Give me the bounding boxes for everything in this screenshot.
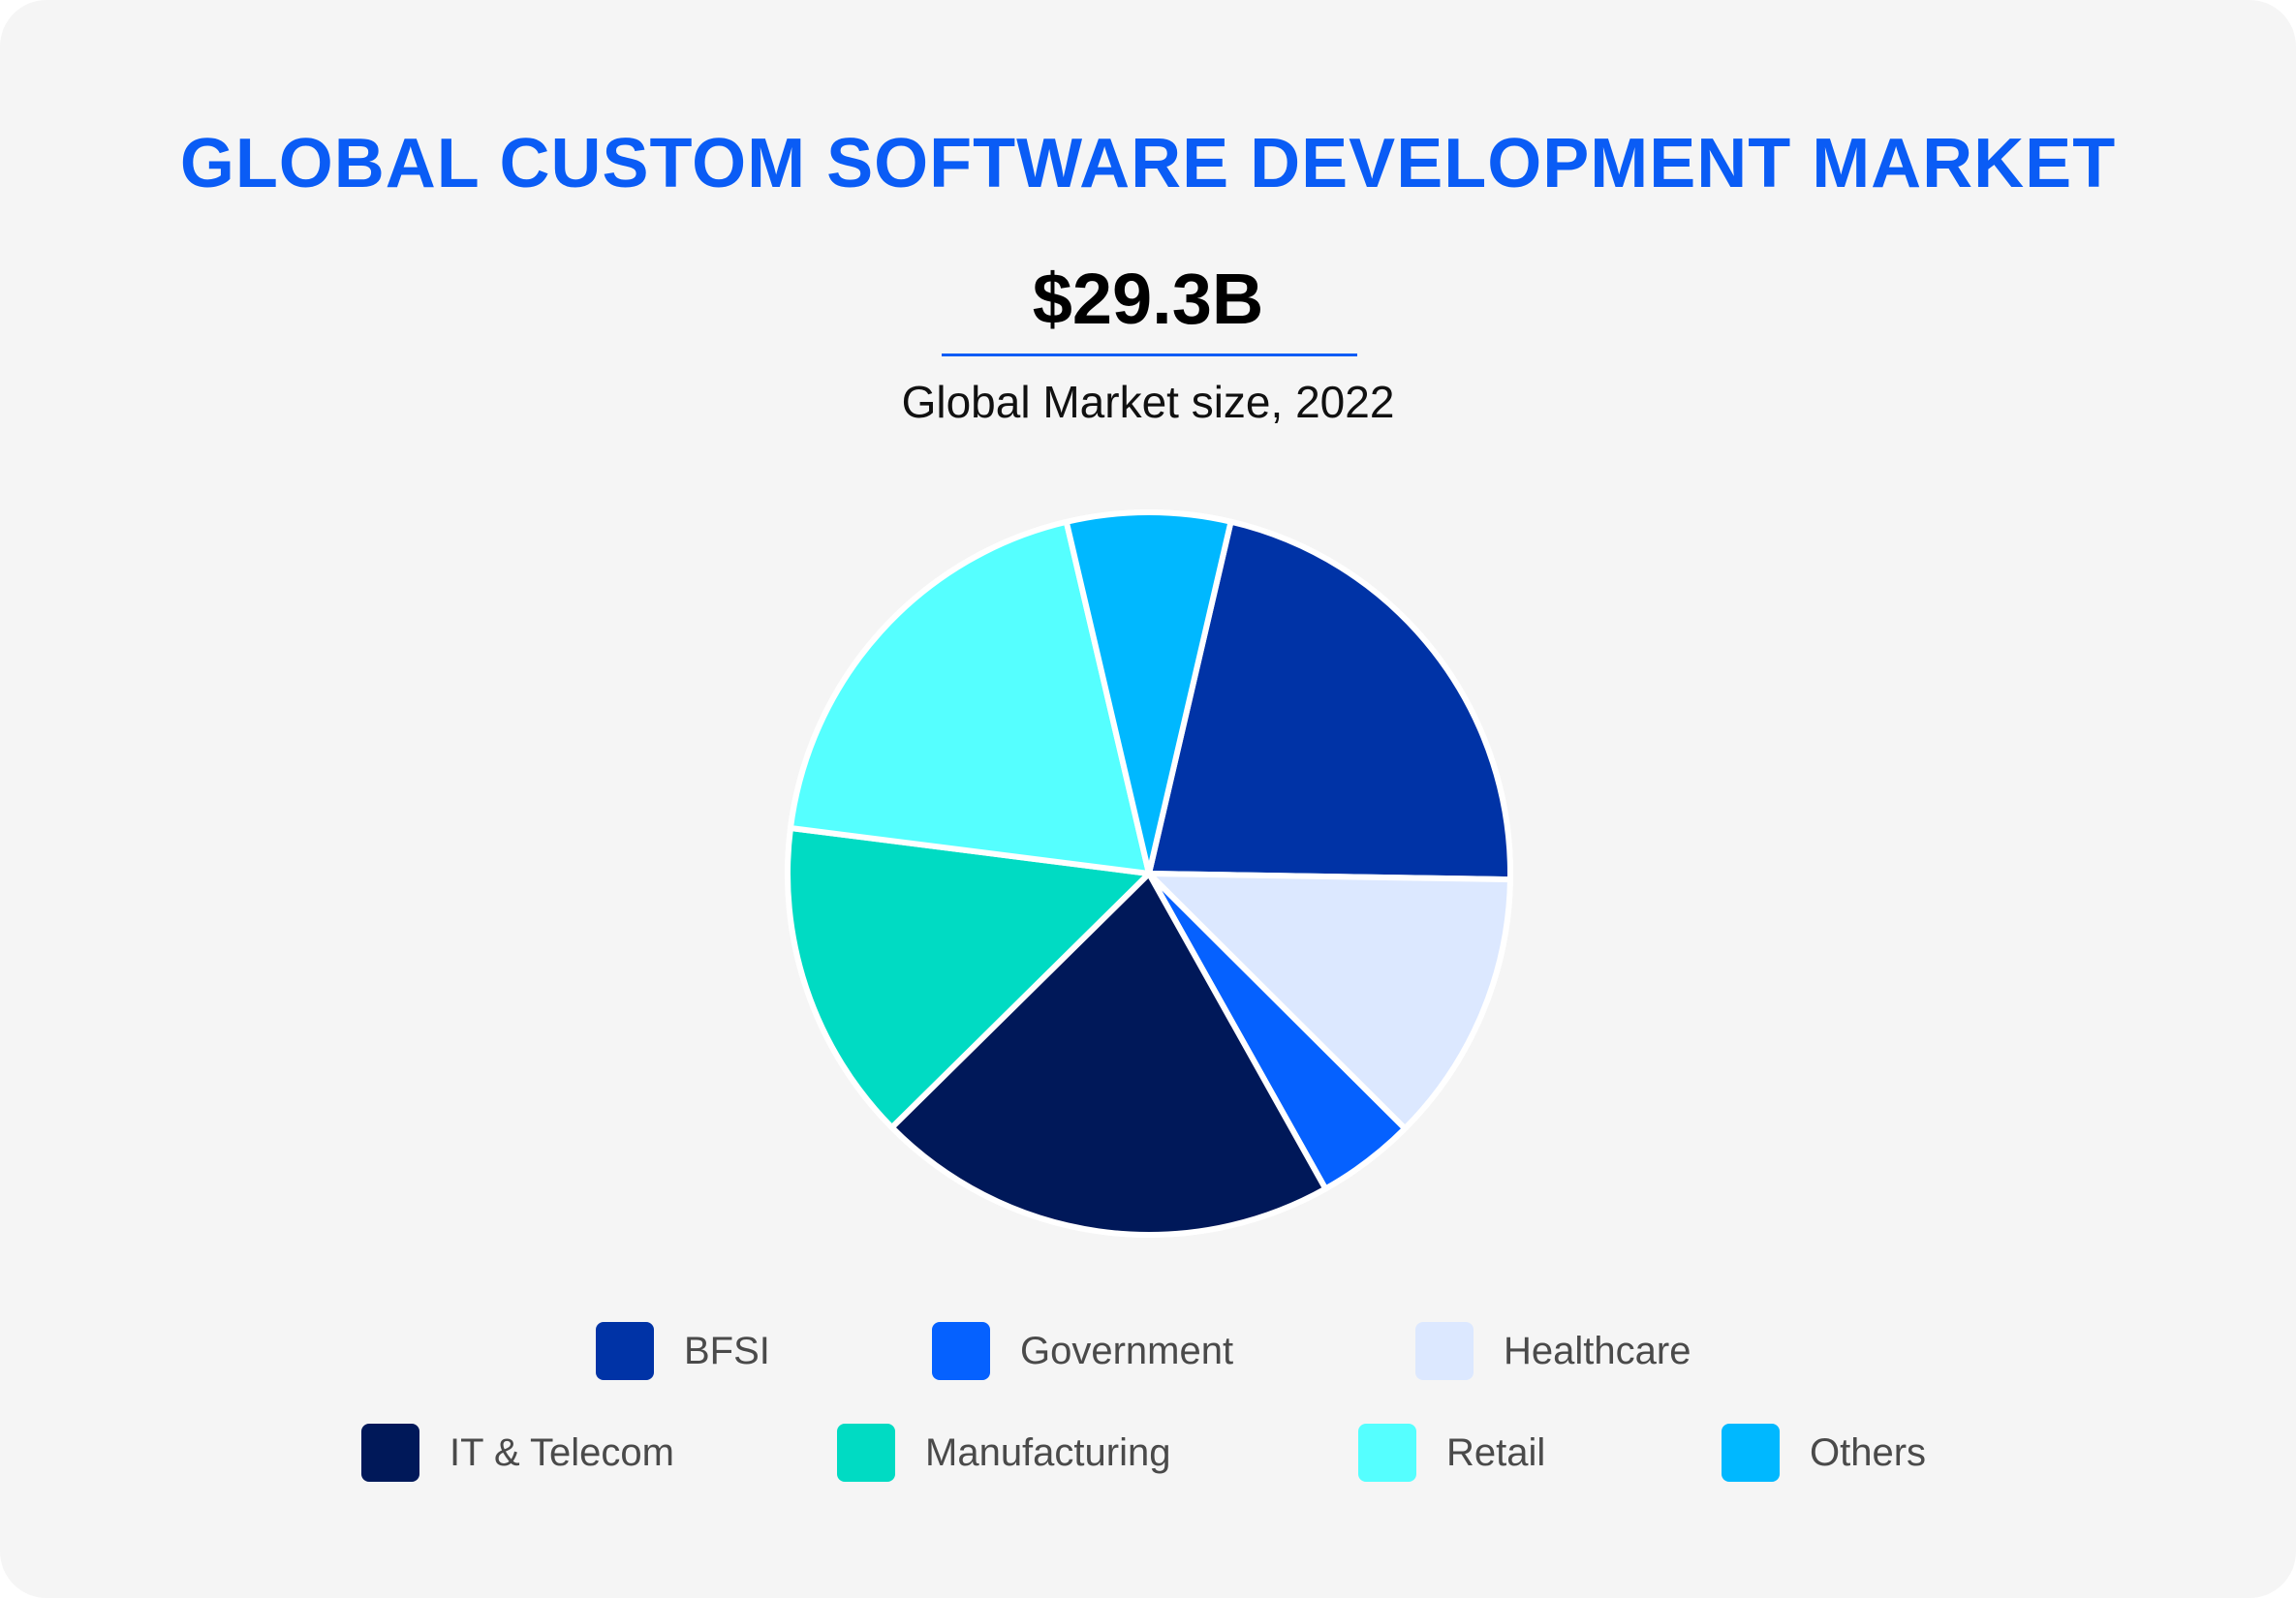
legend-swatch — [1415, 1322, 1474, 1380]
pie-slice-manufacturing — [785, 824, 1152, 1131]
legend-item-healthcare: Healthcare — [1415, 1322, 1691, 1380]
chart-subtitle: Global Market size, 2022 — [901, 377, 1395, 427]
legend-label: Government — [1020, 1329, 1234, 1372]
pie-slice-bfsi — [1146, 518, 1513, 883]
divider — [942, 353, 1357, 356]
legend-item-bfsi: BFSI — [596, 1322, 770, 1380]
legend-swatch — [932, 1322, 990, 1380]
legend-item-government: Government — [932, 1322, 1233, 1380]
pie-slice-retail — [787, 518, 1152, 876]
legend-label: Manufacturing — [925, 1430, 1171, 1474]
legend-item-retail: Retail — [1358, 1424, 1545, 1482]
legend-swatch — [1358, 1424, 1416, 1482]
legend-label: BFSI — [684, 1329, 770, 1372]
market-size-value: $29.3B — [1032, 259, 1264, 339]
chart-title: GLOBAL CUSTOM SOFTWARE DEVELOPMENT MARKE… — [179, 125, 2117, 202]
pie-slice-healthcare — [1146, 871, 1513, 1132]
legend-swatch — [837, 1424, 895, 1482]
legend-item-others: Others — [1722, 1424, 1926, 1482]
pie-slice-it-telecom — [888, 871, 1329, 1238]
legend-item-manufacturing: Manufacturing — [837, 1424, 1170, 1482]
legend-swatch — [361, 1424, 419, 1482]
legend-item-it-telecom: IT & Telecom — [361, 1424, 674, 1482]
legend-label: Healthcare — [1504, 1329, 1691, 1372]
pie-slice-others — [1063, 509, 1234, 876]
legend-label: Retail — [1446, 1430, 1546, 1474]
legend-label: Others — [1810, 1430, 1927, 1474]
legend-swatch — [596, 1322, 654, 1380]
legend-label: IT & Telecom — [450, 1430, 674, 1474]
legend-swatch — [1722, 1424, 1780, 1482]
